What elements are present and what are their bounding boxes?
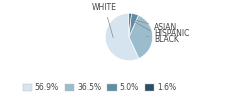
Wedge shape [129,15,153,58]
Legend: 56.9%, 36.5%, 5.0%, 1.6%: 56.9%, 36.5%, 5.0%, 1.6% [19,80,180,95]
Wedge shape [129,13,131,37]
Wedge shape [129,13,138,37]
Wedge shape [105,13,139,61]
Text: BLACK: BLACK [132,20,179,44]
Text: HISPANIC: HISPANIC [147,29,189,38]
Text: ASIAN: ASIAN [136,20,177,32]
Text: WHITE: WHITE [92,3,117,38]
